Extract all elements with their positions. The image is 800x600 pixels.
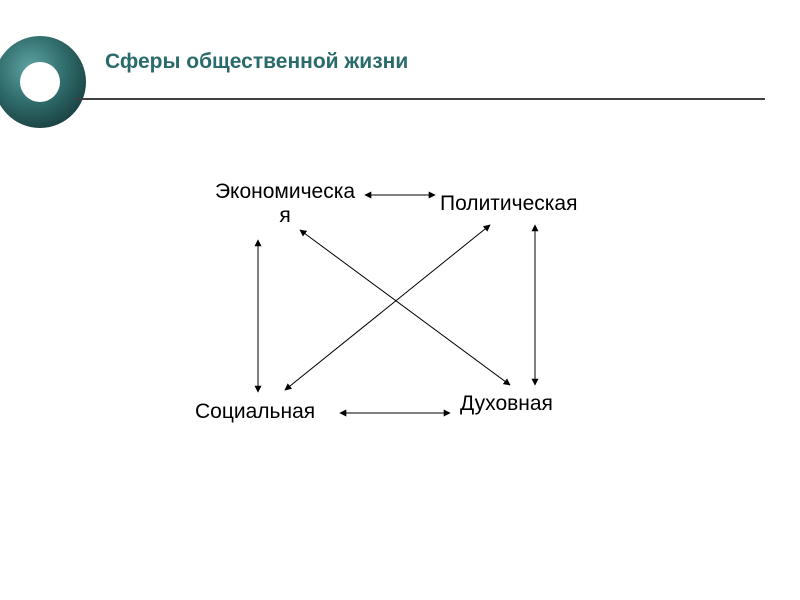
decorative-ring (0, 12, 110, 152)
node-social: Социальная (195, 400, 345, 424)
node-polit: Политическая (440, 192, 620, 216)
title-divider (75, 98, 765, 100)
edge-econ-spirit (300, 230, 510, 385)
node-econ: Экономическа я (195, 180, 375, 228)
page-title: Сферы общественной жизни (105, 50, 408, 74)
node-spirit: Духовная (460, 392, 600, 416)
edge-polit-social (285, 225, 490, 390)
diagram-edges (0, 0, 800, 600)
